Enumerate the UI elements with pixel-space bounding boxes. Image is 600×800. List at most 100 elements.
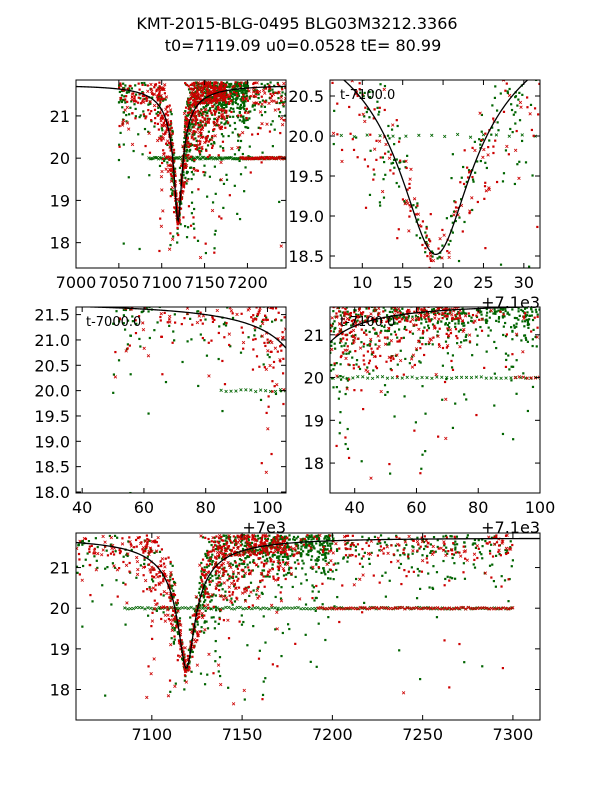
data-point: [211, 317, 214, 320]
data-point: [274, 307, 278, 310]
data-point: [191, 323, 194, 326]
data-point: [355, 90, 358, 93]
data-point: [231, 576, 235, 579]
data-point: [540, 306, 542, 308]
data-point: [270, 123, 273, 126]
data-point: [224, 126, 227, 129]
data-point: [519, 105, 523, 109]
data-point: [345, 322, 348, 325]
data-point: [372, 147, 377, 151]
data-point: [214, 605, 217, 608]
data-point: [416, 212, 421, 216]
data-point: [198, 96, 202, 100]
data-point: [339, 339, 343, 343]
data-point: [282, 574, 286, 577]
data-point: [465, 536, 469, 539]
data-point: [171, 132, 174, 135]
data-point: [266, 427, 270, 431]
data-point: [506, 311, 509, 314]
data-point: [220, 86, 223, 89]
data-point: [156, 94, 159, 97]
data-point: [273, 385, 276, 388]
data-point: [395, 158, 398, 161]
data-point: [460, 312, 463, 315]
data-point: [323, 571, 326, 574]
data-point: [493, 404, 496, 407]
data-point: [414, 316, 418, 321]
data-point: [353, 300, 355, 302]
data-point: [355, 359, 359, 362]
data-point: [269, 339, 272, 343]
data-point: [378, 302, 380, 304]
data-point: [535, 310, 538, 314]
data-point: [276, 572, 279, 576]
data-point: [481, 138, 485, 141]
data-point: [121, 89, 124, 93]
data-point: [282, 81, 286, 86]
data-point: [376, 334, 380, 338]
data-point: [427, 572, 430, 575]
data-point: [399, 349, 402, 352]
data-point: [506, 67, 508, 69]
data-point: [459, 328, 462, 331]
data-point: [530, 128, 534, 132]
data-point: [228, 577, 231, 580]
data-point: [223, 87, 226, 90]
data-point: [296, 559, 299, 562]
data-point: [449, 576, 452, 579]
data-point: [213, 103, 216, 106]
data-point: [403, 301, 405, 303]
data-point: [199, 134, 202, 137]
data-point: [225, 116, 229, 120]
data-point: [366, 108, 369, 111]
green-series: [117, 81, 286, 255]
data-point: [476, 310, 480, 314]
data-point: [535, 335, 539, 339]
data-point: [525, 318, 528, 321]
data-point: [450, 215, 453, 218]
data-point: [295, 543, 298, 546]
data-point: [108, 534, 111, 538]
data-point: [346, 310, 349, 313]
data-point: [172, 175, 175, 178]
data-point: [421, 343, 424, 346]
data-point: [384, 309, 387, 312]
data-point: [369, 133, 372, 136]
data-point: [434, 326, 437, 329]
data-point: [192, 167, 196, 171]
data-point: [161, 87, 165, 92]
data-point: [445, 546, 448, 549]
data-point: [256, 534, 260, 537]
data-point: [406, 319, 409, 323]
data-point: [198, 594, 202, 597]
data-point: [219, 101, 222, 104]
data-point: [341, 375, 345, 379]
data-point: [437, 304, 440, 307]
data-point: [455, 535, 459, 538]
data-point: [240, 91, 243, 94]
data-point: [508, 313, 511, 316]
data-point: [229, 92, 232, 95]
data-point: [389, 153, 393, 156]
data-point: [320, 571, 323, 575]
data-point: [437, 317, 441, 321]
data-point: [478, 138, 481, 141]
data-point: [473, 542, 477, 545]
data-point: [388, 137, 391, 140]
data-point: [491, 126, 494, 129]
data-point: [161, 129, 164, 132]
data-point: [269, 81, 272, 84]
data-point: [282, 105, 285, 108]
data-point: [220, 91, 223, 94]
data-point: [408, 204, 411, 207]
x-tick-label: 7150: [184, 273, 225, 292]
data-point: [138, 337, 141, 341]
data-point: [188, 106, 191, 109]
data-point: [428, 586, 431, 589]
data-point: [81, 543, 84, 546]
data-point: [452, 210, 456, 213]
data-point: [323, 569, 326, 572]
data-point: [354, 325, 357, 328]
data-point: [210, 136, 214, 139]
data-point: [164, 112, 168, 116]
